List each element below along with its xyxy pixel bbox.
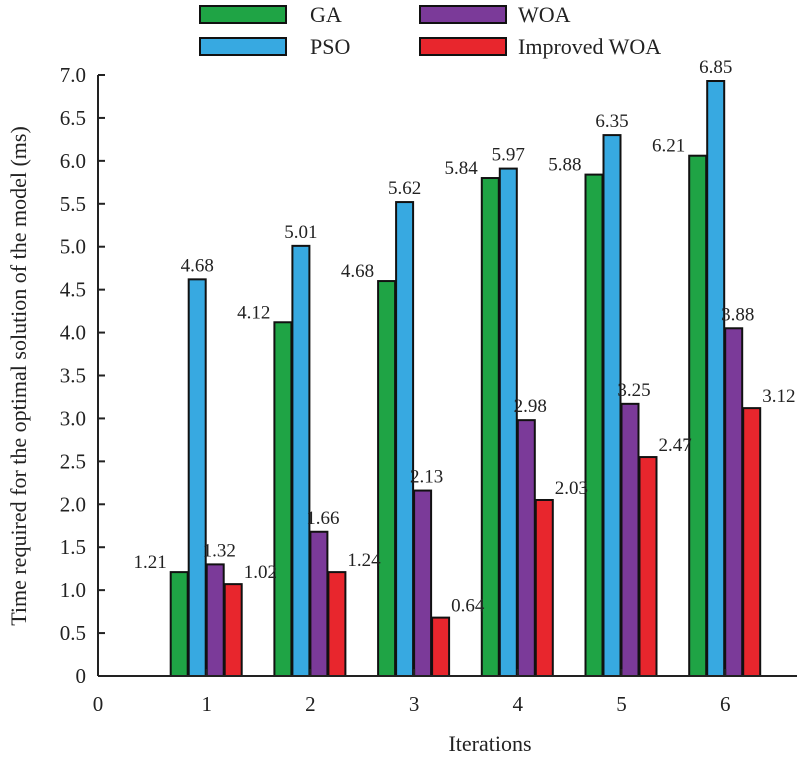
legend-label: WOA <box>518 2 571 27</box>
data-label: 4.68 <box>341 261 374 282</box>
data-label: 1.24 <box>347 550 381 571</box>
x-tick-label: 6 <box>720 692 731 716</box>
data-label: 1.21 <box>133 552 166 573</box>
x-tick-label: 3 <box>409 692 420 716</box>
data-label: 2.03 <box>555 478 588 499</box>
data-label: 1.66 <box>306 508 339 529</box>
legend-label: GA <box>310 2 342 27</box>
legend-swatch-pso <box>199 37 287 56</box>
bar-woa-iter-6 <box>724 327 744 677</box>
bar-pso-iter-4 <box>498 167 518 677</box>
x-tick-label: 0 <box>93 692 104 716</box>
data-label: 3.88 <box>721 304 754 325</box>
y-tick-label: 3.5 <box>60 364 86 388</box>
bar-pso-iter-1 <box>187 278 207 677</box>
data-label: 2.13 <box>410 467 443 488</box>
legend-label: PSO <box>310 34 350 59</box>
bar-woa-iter-1 <box>205 563 225 678</box>
x-axis-title: Iterations <box>448 731 531 756</box>
y-tick-label: 4.5 <box>60 278 86 302</box>
bar-woa-iter-5 <box>620 402 640 677</box>
bar-woa-iter-2 <box>309 530 329 678</box>
bar-ga-iter-5 <box>584 173 604 677</box>
legend-swatch-improved-woa <box>419 37 507 56</box>
bar-pso-iter-6 <box>706 80 726 677</box>
bar-improved-woa-iter-4 <box>534 498 554 677</box>
data-label: 5.97 <box>492 145 525 166</box>
y-tick-label: 6.0 <box>60 149 86 173</box>
bar-improved-woa-iter-3 <box>431 616 451 677</box>
bar-improved-woa-iter-1 <box>223 583 243 678</box>
bar-ga-iter-2 <box>273 321 293 677</box>
data-label: 5.01 <box>284 222 317 243</box>
y-tick-label: 6.5 <box>60 106 86 130</box>
data-label: 4.68 <box>181 255 214 276</box>
x-tick-label: 1 <box>201 692 212 716</box>
bar-ga-iter-6 <box>688 154 708 678</box>
data-label: 5.62 <box>388 178 421 199</box>
data-label: 5.84 <box>445 158 479 179</box>
bar-pso-iter-3 <box>395 201 415 677</box>
y-tick-label: 7.0 <box>60 63 86 87</box>
x-ticks: 0 1 2 3 4 5 6 <box>93 669 731 716</box>
data-label: 2.98 <box>514 396 547 417</box>
data-label: 1.32 <box>203 540 236 561</box>
data-label: 6.21 <box>652 136 685 157</box>
bar-pso-iter-2 <box>291 244 311 677</box>
bar-woa-iter-4 <box>516 419 536 677</box>
bar-improved-woa-iter-6 <box>742 407 762 677</box>
legend-swatch-woa <box>419 5 507 24</box>
data-label: 1.02 <box>244 562 277 583</box>
y-tick-label: 5.5 <box>60 192 86 216</box>
y-tick-label: 2.0 <box>60 492 86 516</box>
data-label: 4.12 <box>237 302 270 323</box>
y-tick-label: 0 <box>76 664 87 688</box>
data-label: 2.47 <box>659 435 692 456</box>
bar-improved-woa-iter-2 <box>327 571 347 677</box>
y-tick-label: 1.5 <box>60 535 86 559</box>
x-tick-label: 2 <box>305 692 316 716</box>
y-tick-label: 5.0 <box>60 235 86 259</box>
data-label: 3.25 <box>617 380 650 401</box>
y-tick-label: 2.5 <box>60 449 86 473</box>
y-ticks: 0 0.5 1.0 1.5 2.0 2.5 3.0 3.5 4.0 4.5 5.0 5.5 6.0 6.5… <box>60 63 105 688</box>
legend: GA PSO WOA Improved WOA <box>199 2 661 59</box>
x-tick-label: 5 <box>616 692 627 716</box>
y-axis-title: Time required for the optimal solution o… <box>6 126 31 626</box>
legend-swatch-ga <box>199 5 287 24</box>
data-label: 6.35 <box>595 111 628 132</box>
bar-ga-iter-3 <box>377 280 397 677</box>
data-label: 0.64 <box>451 596 485 617</box>
y-tick-label: 1.0 <box>60 578 86 602</box>
y-tick-label: 4.0 <box>60 321 86 345</box>
bar-woa-iter-3 <box>413 489 433 678</box>
data-label: 6.85 <box>699 57 732 78</box>
bar-improved-woa-iter-5 <box>638 456 658 678</box>
data-label: 5.88 <box>548 155 581 176</box>
bar-pso-iter-5 <box>602 134 622 678</box>
data-label: 3.12 <box>762 386 795 407</box>
data-labels: 1.21 4.68 1.32 1.02 4.12 5.01 1.66 1.24 4.68 5.62… <box>133 57 795 617</box>
legend-label: Improved WOA <box>518 34 661 59</box>
bar-ga-iter-1 <box>169 571 189 677</box>
y-tick-label: 3.0 <box>60 406 86 430</box>
x-tick-label: 4 <box>513 692 524 716</box>
y-tick-label: 0.5 <box>60 621 86 645</box>
